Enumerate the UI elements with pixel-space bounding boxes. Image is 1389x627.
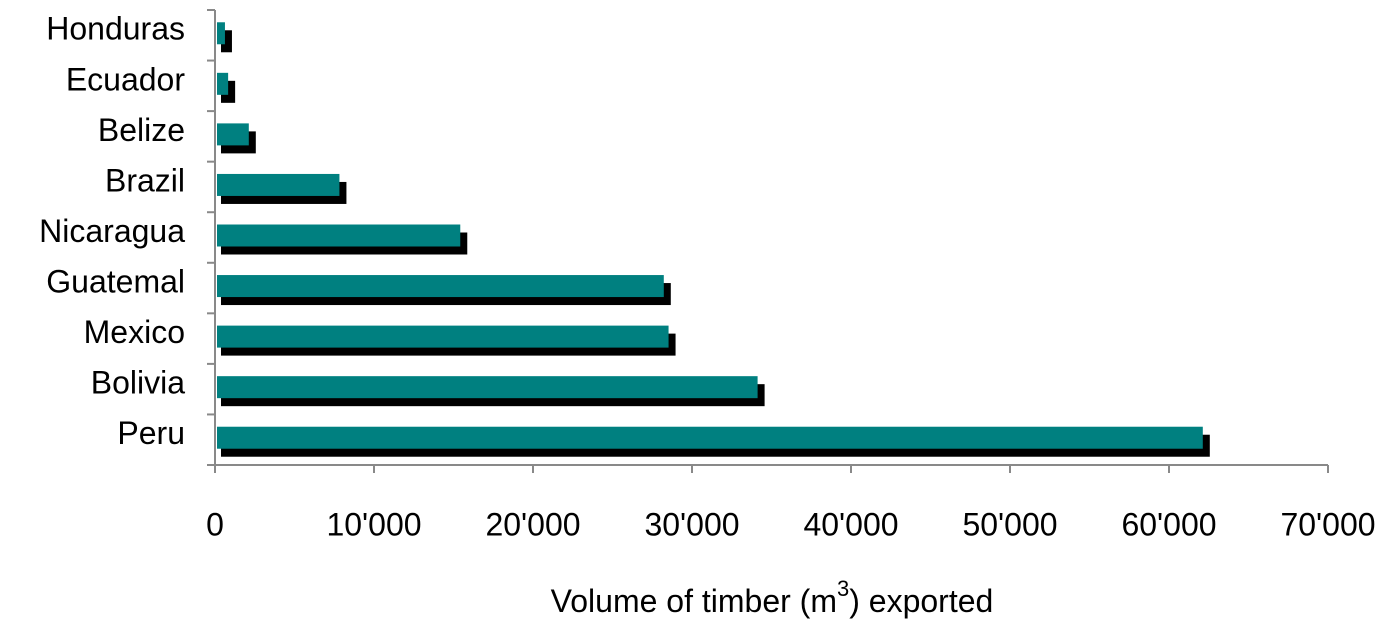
x-tick-label: 0	[206, 506, 224, 542]
y-tick-label: Honduras	[46, 11, 185, 47]
x-tick-label: 60'000	[1121, 506, 1216, 542]
bar	[217, 426, 1203, 449]
x-tick-label: 10'000	[326, 506, 421, 542]
y-tick-label: Ecuador	[66, 61, 186, 97]
bar	[217, 376, 758, 399]
x-tick-label: 40'000	[803, 506, 898, 542]
bar	[217, 123, 249, 146]
bar	[217, 275, 664, 298]
x-tick-label: 30'000	[644, 506, 739, 542]
bar	[217, 325, 669, 348]
y-tick-label: Brazil	[105, 162, 185, 198]
y-tick-label: Peru	[117, 415, 185, 451]
x-tick-label: 20'000	[485, 506, 580, 542]
bar	[217, 224, 461, 247]
bar	[217, 22, 225, 45]
y-tick-label: Belize	[98, 112, 185, 148]
y-tick-label: Nicaragua	[39, 213, 185, 249]
y-tick-label: Guatemal	[46, 264, 185, 300]
bar	[217, 72, 229, 95]
x-axis-label: Volume of timber (m3) exported	[551, 576, 994, 620]
bar	[217, 173, 340, 196]
y-tick-label: Mexico	[84, 314, 185, 350]
x-tick-label: 50'000	[962, 506, 1057, 542]
x-tick-label: 70'000	[1280, 506, 1375, 542]
y-tick-label: Bolivia	[91, 365, 185, 401]
bar-shadow	[221, 30, 232, 53]
